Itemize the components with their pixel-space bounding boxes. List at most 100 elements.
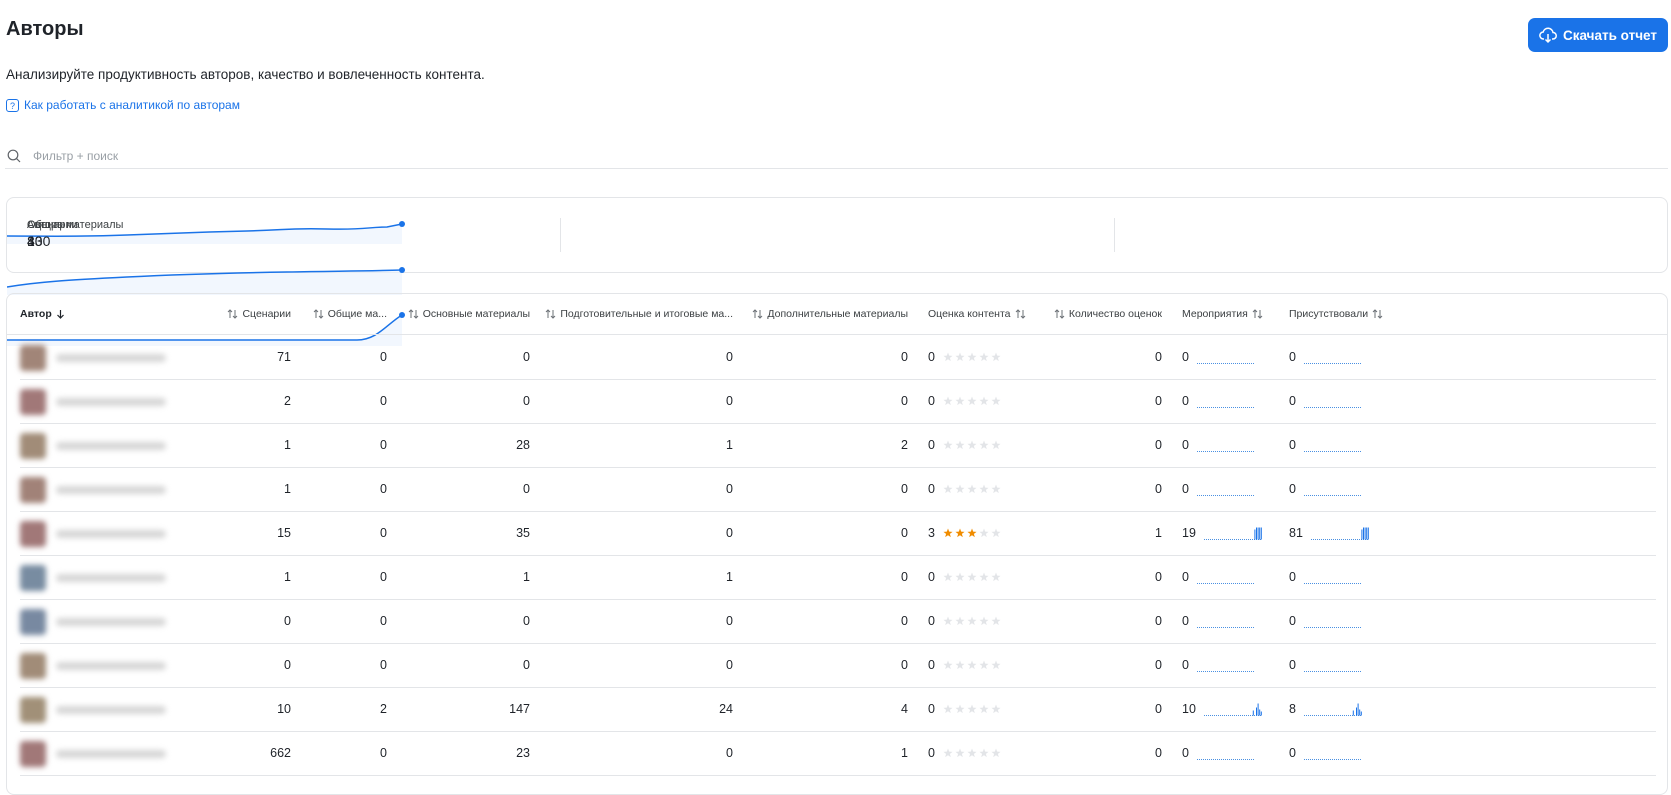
column-header[interactable]: Основные материалы — [408, 308, 530, 320]
cell-value: 0 — [726, 658, 733, 672]
cell-value: 0 — [1155, 702, 1162, 716]
cell-value: 71 — [277, 350, 291, 364]
table-cell: 0 — [928, 467, 1001, 511]
cell-value: 0 — [380, 614, 387, 628]
author-avatar — [20, 697, 46, 723]
rating-stars — [943, 352, 1001, 362]
rating-star — [979, 704, 989, 714]
sort-arrows — [1054, 309, 1065, 319]
column-header[interactable]: Сценарии — [227, 308, 291, 320]
sort-icon — [228, 309, 238, 319]
cell-value: 0 — [1182, 350, 1189, 364]
column-header[interactable]: Общие ма... — [313, 308, 387, 320]
table-row[interactable]: 10 2 147 24 4 0 0 10 8 — [20, 687, 1656, 732]
column-header[interactable]: Мероприятия — [1182, 308, 1263, 320]
cell-value: 0 — [1182, 746, 1189, 760]
table-row[interactable]: 0 0 0 0 0 0 0 0 0 — [20, 599, 1656, 644]
column-header-label: Подготовительные и итоговые ма... — [560, 308, 733, 320]
rating-star — [955, 396, 965, 406]
cell-value: 0 — [1155, 438, 1162, 452]
table-cell: 19 — [1182, 511, 1264, 555]
table-cell: 0 — [1182, 555, 1257, 599]
activity-sparkline — [1196, 495, 1255, 496]
column-header[interactable]: Присутствовали — [1289, 308, 1383, 320]
rating-star — [943, 748, 953, 758]
trend-area — [7, 270, 402, 295]
table-cell: 28 — [516, 423, 530, 467]
sort-arrows — [1372, 309, 1383, 319]
cell-value: 1 — [901, 746, 908, 760]
table-cell: 147 — [509, 687, 530, 731]
table-row[interactable]: 2 0 0 0 0 0 0 0 0 — [20, 379, 1656, 424]
cell-value: 662 — [270, 746, 291, 760]
table-cell: 0 — [928, 335, 1001, 379]
rating-star — [967, 660, 977, 670]
sort-arrows — [545, 309, 556, 319]
cell-value: 0 — [284, 614, 291, 628]
search-field[interactable]: Фильтр + поиск — [5, 144, 1668, 169]
table-row[interactable]: 15 0 35 0 0 3 1 19 81 — [20, 511, 1656, 556]
cell-value: 1 — [284, 482, 291, 496]
cell-value: 0 — [1289, 658, 1296, 672]
column-header[interactable]: Количество оценок — [1054, 308, 1162, 320]
sort-icon — [408, 309, 419, 319]
activity-sparkline — [1303, 703, 1362, 716]
table-row[interactable]: 71 0 0 0 0 0 0 0 0 — [20, 335, 1656, 380]
help-link[interactable]: ? Как работать с аналитикой по авторам — [6, 98, 240, 112]
activity-sparkline — [1203, 703, 1262, 716]
table-cell: 0 — [1289, 467, 1364, 511]
rating-stars — [943, 572, 1001, 582]
cell-value: 0 — [523, 350, 530, 364]
cell-value: 0 — [726, 394, 733, 408]
cell-value: 0 — [380, 746, 387, 760]
cell-value: 0 — [1155, 350, 1162, 364]
download-button[interactable]: Скачать отчет — [1528, 18, 1668, 52]
rating-star — [979, 572, 989, 582]
table-row[interactable]: 1 0 1 1 0 0 0 0 0 — [20, 555, 1656, 600]
cell-value: 0 — [1182, 394, 1189, 408]
author-name-blurred — [56, 354, 166, 362]
cell-value: 0 — [901, 394, 908, 408]
svg-text:?: ? — [10, 101, 15, 111]
table-row[interactable]: 0 0 0 0 0 0 0 0 0 — [20, 643, 1656, 688]
kpi-value: 800 — [27, 233, 51, 249]
trend-dot — [399, 312, 405, 318]
sparkline-bar — [1364, 527, 1366, 540]
cell-value: 35 — [516, 526, 530, 540]
rating-star — [967, 440, 977, 450]
author-avatar — [20, 653, 46, 679]
table-cell: 81 — [1289, 511, 1371, 555]
rating-star — [979, 484, 989, 494]
column-header[interactable]: Оценка контента — [928, 308, 1026, 320]
rating-star — [955, 528, 965, 538]
table-row[interactable]: 1 0 28 1 2 0 0 0 0 — [20, 423, 1656, 468]
column-header[interactable]: Подготовительные и итоговые ма... — [545, 308, 733, 320]
table-cell: 0 — [928, 599, 1001, 643]
rating-stars — [943, 748, 1001, 758]
rating-star — [979, 528, 989, 538]
table-row[interactable]: 662 0 23 0 1 0 0 0 0 — [20, 731, 1656, 776]
sparkline-bar — [1357, 703, 1359, 716]
rating-star — [991, 748, 1001, 758]
sparkline-bar — [1260, 711, 1262, 716]
table-cell: 0 — [1182, 643, 1257, 687]
table-cell: 0 — [1289, 731, 1364, 775]
author-avatar — [20, 741, 46, 767]
sort-icon — [1054, 309, 1065, 319]
table-cell: 1 — [284, 555, 291, 599]
author-name-blurred — [56, 662, 166, 670]
trend-area — [7, 315, 402, 346]
column-header[interactable]: Дополнительные материалы — [752, 308, 908, 320]
rating-star — [955, 440, 965, 450]
cell-value: 0 — [901, 526, 908, 540]
column-header[interactable]: Автор — [20, 308, 65, 320]
rating-star — [943, 440, 953, 450]
cell-value: 0 — [380, 526, 387, 540]
cell-value: 0 — [901, 482, 908, 496]
sort-arrow — [56, 310, 64, 319]
table-row[interactable]: 1 0 0 0 0 0 0 0 0 — [20, 467, 1656, 512]
table-cell: 0 — [726, 335, 733, 379]
sparkline-bar — [1257, 527, 1259, 540]
table-cell: 1 — [901, 731, 908, 775]
cell-value: 8 — [1289, 702, 1296, 716]
